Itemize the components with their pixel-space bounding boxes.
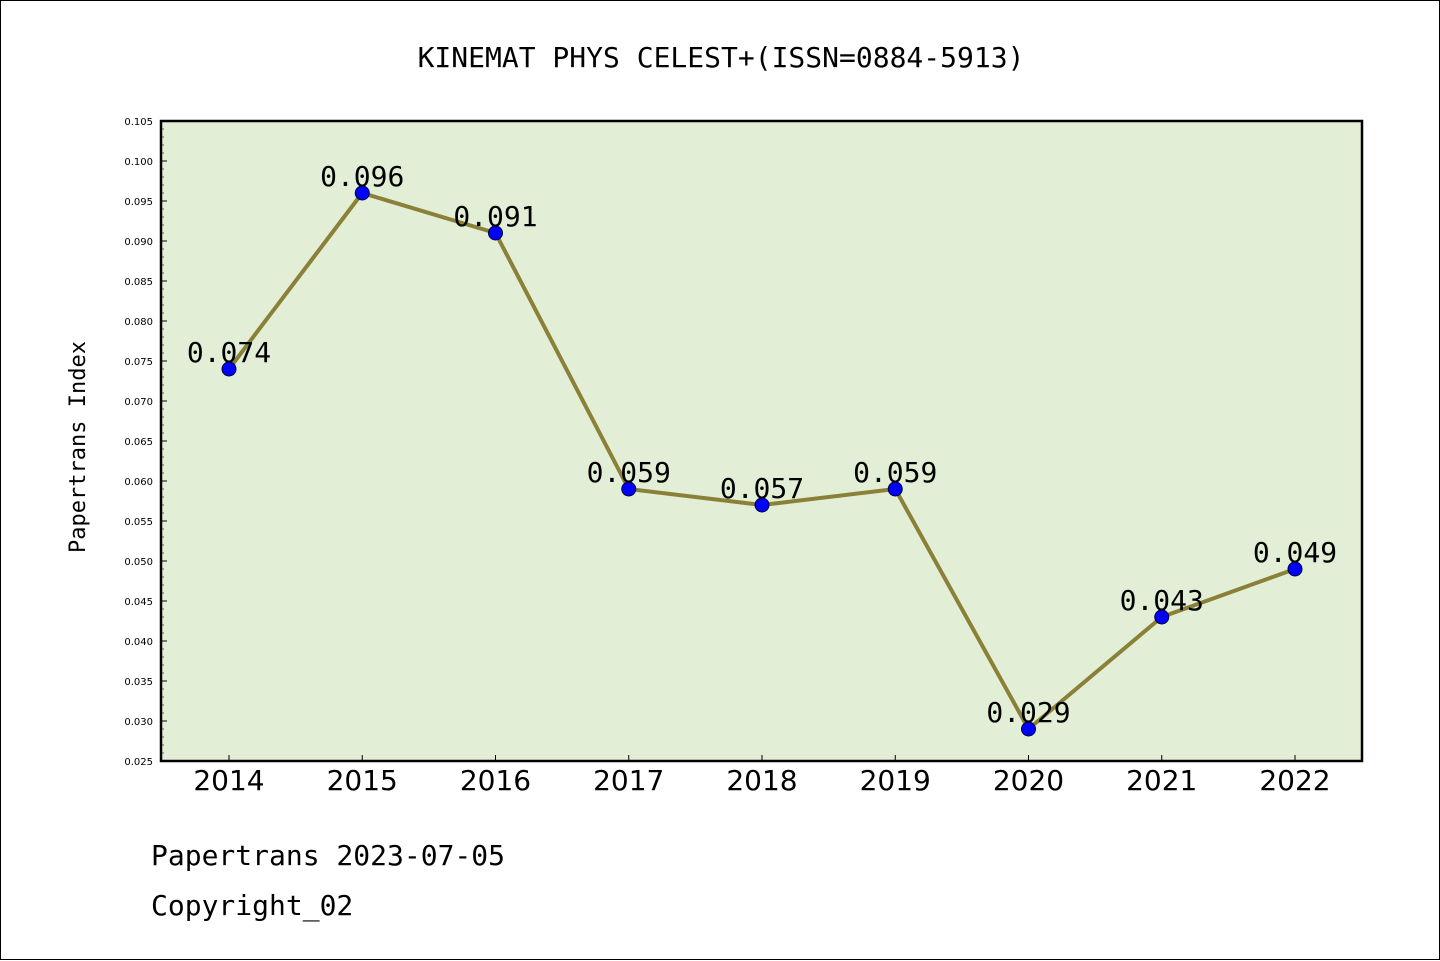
data-point: [1287, 561, 1303, 577]
data-point: [221, 361, 237, 377]
y-tick-label: 0.060: [124, 477, 153, 488]
data-label: 0.074: [187, 336, 271, 369]
data-point: [488, 225, 503, 241]
data-point: [621, 481, 637, 497]
y-tick-label: 0.025: [124, 757, 153, 768]
data-point: [887, 481, 903, 497]
x-tick-label: 2017: [593, 764, 664, 797]
y-tick-label: 0.085: [124, 277, 153, 288]
footer-copyright: Copyright_02: [151, 889, 353, 923]
data-label: 0.091: [453, 200, 537, 233]
y-tick-label: 0.075: [124, 357, 153, 368]
y-tick-label: 0.035: [124, 677, 153, 688]
x-tick-label: 2022: [1259, 764, 1330, 797]
x-tick-label: 2015: [327, 764, 398, 797]
series-papertrans-index: [221, 185, 1303, 737]
y-tick-label: 0.080: [124, 317, 153, 328]
y-tick-label: 0.105: [124, 117, 153, 128]
y-axis-ticks: 0.025 0.030 0.035 0.040 0.045 0.050 0.055 0.060…: [124, 117, 167, 768]
data-label: 0.096: [320, 160, 404, 193]
data-label: 0.059: [853, 456, 937, 489]
y-tick-label: 0.050: [124, 557, 153, 568]
x-tick-label: 2021: [1126, 764, 1197, 797]
y-tick-label: 0.090: [124, 237, 153, 248]
x-axis-ticks: 2014 2015 2016 2017 2018 2019 2020 2021 2022: [193, 755, 1331, 797]
plot-area: [161, 121, 1362, 761]
y-tick-label: 0.030: [124, 717, 153, 728]
data-point: [1021, 721, 1036, 737]
x-tick-label: 2020: [993, 764, 1064, 797]
data-label: 0.049: [1253, 536, 1337, 569]
y-tick-label: 0.055: [124, 517, 153, 528]
plot-border: [159, 119, 1364, 763]
x-tick-label: 2014: [193, 764, 264, 797]
data-label: 0.057: [720, 472, 804, 505]
y-tick-label: 0.045: [124, 597, 153, 608]
y-tick-label: 0.070: [124, 397, 153, 408]
footer-source: Papertrans 2023-07-05: [151, 839, 505, 872]
data-label: 0.043: [1120, 584, 1204, 617]
x-tick-label: 2019: [860, 764, 931, 797]
data-point: [1154, 609, 1170, 625]
data-point: [754, 497, 770, 513]
data-point: [354, 185, 370, 201]
x-tick-label: 2018: [726, 764, 797, 797]
chart-title: KINEMAT PHYS CELEST+(ISSN=0884-5913): [418, 41, 1025, 74]
y-axis-label: Papertrans Index: [66, 341, 91, 553]
y-tick-label: 0.100: [124, 157, 153, 168]
data-label: 0.029: [986, 696, 1070, 729]
y-tick-label: 0.095: [124, 197, 153, 208]
data-label: 0.059: [587, 456, 671, 489]
y-tick-label: 0.065: [124, 437, 153, 448]
x-tick-label: 2016: [460, 764, 531, 797]
data-labels: 0.074 0.096 0.091 0.059 0.057 0.059 0.029 0.043…: [187, 160, 1337, 729]
y-tick-label: 0.040: [124, 637, 153, 648]
